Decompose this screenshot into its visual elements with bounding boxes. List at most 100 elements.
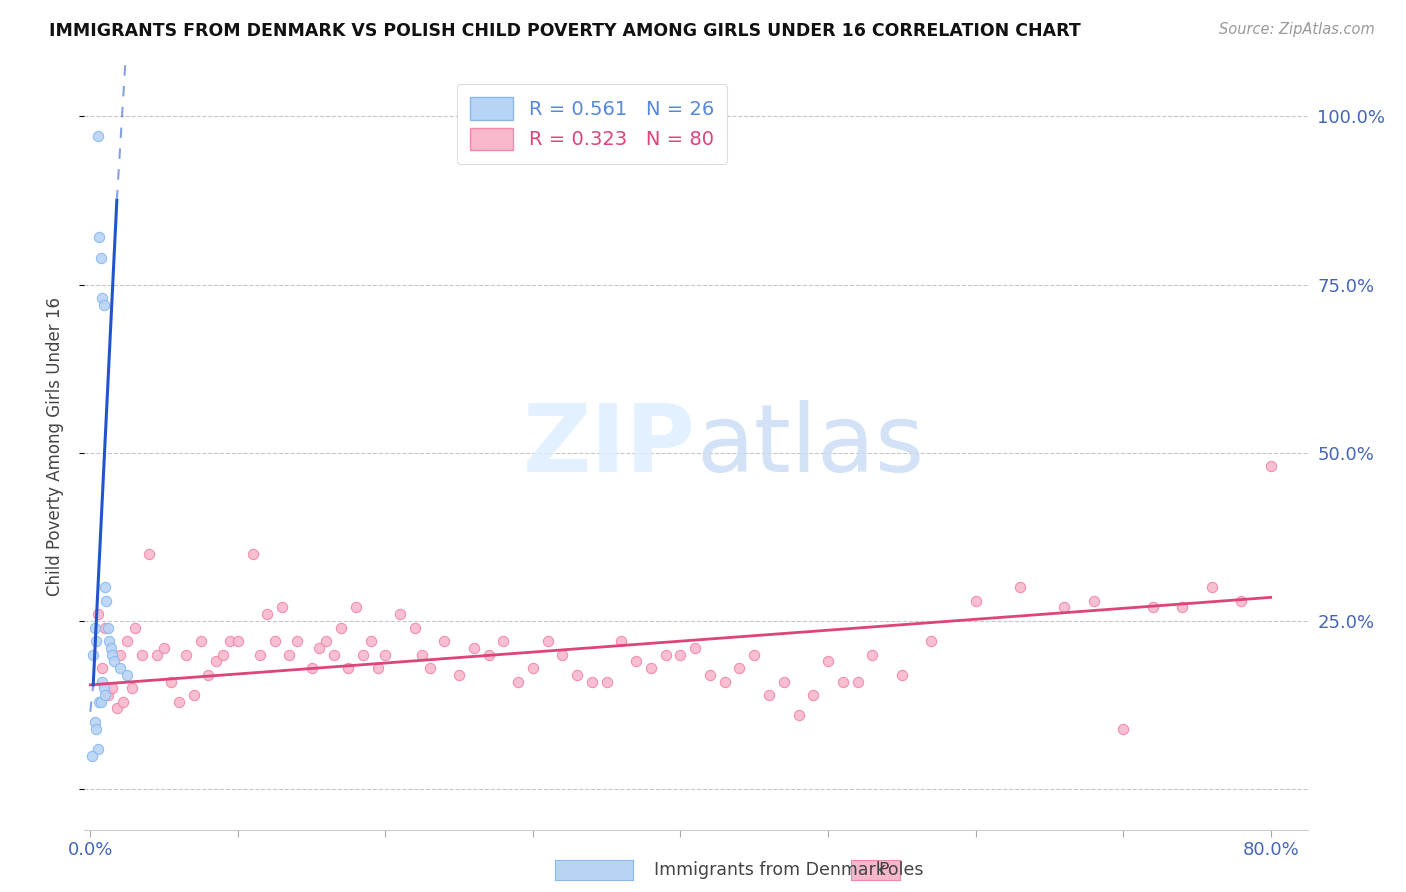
- Point: [94, 688, 117, 702]
- Y-axis label: Child Poverty Among Girls Under 16: Child Poverty Among Girls Under 16: [45, 296, 63, 596]
- Point: [322, 648, 344, 662]
- Point: [87, 695, 110, 709]
- Point: [449, 667, 471, 681]
- Point: [337, 661, 360, 675]
- Point: [742, 648, 765, 662]
- Point: [93, 681, 115, 696]
- Point: [174, 648, 197, 662]
- Point: [728, 661, 751, 675]
- Point: [111, 695, 134, 709]
- Point: [801, 688, 824, 702]
- Point: [97, 688, 120, 702]
- Point: [115, 634, 138, 648]
- Point: [817, 654, 839, 668]
- Point: [153, 640, 176, 655]
- Point: [83, 621, 105, 635]
- Point: [249, 648, 271, 662]
- Text: Source: ZipAtlas.com: Source: ZipAtlas.com: [1219, 22, 1375, 37]
- Point: [1083, 594, 1105, 608]
- Point: [138, 547, 160, 561]
- Point: [160, 674, 183, 689]
- Point: [121, 681, 143, 696]
- Point: [105, 701, 128, 715]
- Point: [101, 648, 124, 662]
- Point: [86, 741, 108, 756]
- Point: [352, 648, 374, 662]
- Point: [90, 251, 112, 265]
- Point: [93, 298, 115, 312]
- Point: [360, 634, 382, 648]
- Point: [389, 607, 412, 622]
- Point: [315, 634, 337, 648]
- Point: [263, 634, 285, 648]
- Point: [167, 695, 190, 709]
- Point: [91, 291, 114, 305]
- Point: [1142, 600, 1164, 615]
- Point: [1201, 580, 1223, 594]
- Text: Immigrants from Denmark: Immigrants from Denmark: [654, 861, 886, 879]
- Point: [508, 674, 530, 689]
- Point: [101, 681, 124, 696]
- Point: [103, 654, 125, 668]
- Point: [96, 594, 118, 608]
- Point: [100, 640, 122, 655]
- Point: [1230, 594, 1253, 608]
- Point: [1053, 600, 1076, 615]
- Point: [94, 621, 117, 635]
- Point: [115, 667, 138, 681]
- Point: [308, 640, 330, 655]
- Point: [197, 667, 219, 681]
- Point: [411, 648, 433, 662]
- Point: [84, 722, 107, 736]
- Point: [94, 580, 117, 594]
- Point: [610, 634, 633, 648]
- Point: [190, 634, 212, 648]
- Point: [478, 648, 501, 662]
- Point: [80, 748, 103, 763]
- Point: [831, 674, 853, 689]
- Point: [1112, 722, 1135, 736]
- Point: [131, 648, 153, 662]
- Point: [145, 648, 167, 662]
- Point: [596, 674, 619, 689]
- Point: [86, 607, 108, 622]
- Point: [640, 661, 662, 675]
- Point: [772, 674, 794, 689]
- Point: [787, 708, 810, 723]
- Point: [624, 654, 647, 668]
- Point: [463, 640, 485, 655]
- Text: Poles: Poles: [879, 861, 924, 879]
- Point: [890, 667, 912, 681]
- Point: [271, 600, 294, 615]
- Point: [492, 634, 515, 648]
- Point: [713, 674, 735, 689]
- Point: [90, 695, 112, 709]
- Point: [330, 621, 353, 635]
- Point: [537, 634, 560, 648]
- Point: [256, 607, 278, 622]
- Point: [669, 648, 692, 662]
- Point: [1260, 459, 1282, 474]
- Point: [683, 640, 706, 655]
- Point: [551, 648, 574, 662]
- Point: [84, 634, 107, 648]
- Point: [82, 648, 104, 662]
- Point: [860, 648, 883, 662]
- Point: [124, 621, 146, 635]
- Point: [699, 667, 721, 681]
- Point: [98, 634, 121, 648]
- Point: [226, 634, 249, 648]
- Point: [433, 634, 456, 648]
- Point: [204, 654, 226, 668]
- Point: [1171, 600, 1194, 615]
- Point: [97, 621, 120, 635]
- Point: [1008, 580, 1031, 594]
- Point: [419, 661, 441, 675]
- Text: IMMIGRANTS FROM DENMARK VS POLISH CHILD POVERTY AMONG GIRLS UNDER 16 CORRELATION: IMMIGRANTS FROM DENMARK VS POLISH CHILD …: [49, 22, 1081, 40]
- Point: [581, 674, 603, 689]
- Point: [86, 129, 108, 144]
- Point: [301, 661, 323, 675]
- Point: [522, 661, 544, 675]
- Point: [846, 674, 869, 689]
- Point: [344, 600, 367, 615]
